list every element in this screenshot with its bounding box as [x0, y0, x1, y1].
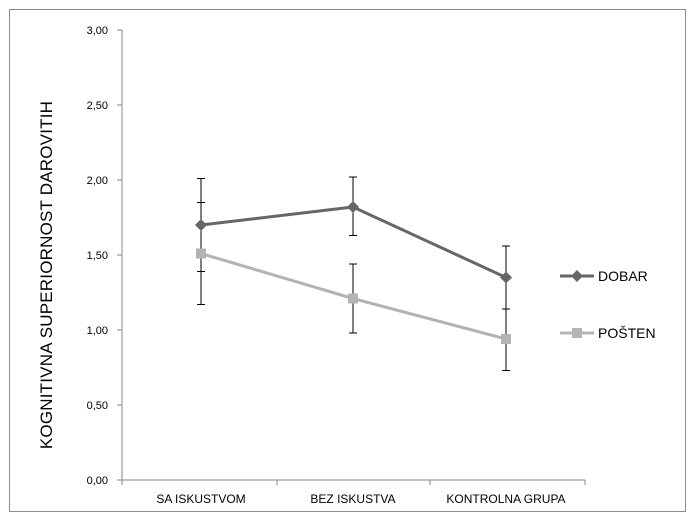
y-tick-label: 0,50: [87, 400, 108, 412]
legend-label-dobar: DOBAR: [598, 268, 648, 284]
legend-marker-dobar: [560, 270, 594, 282]
data-point-dobar: [500, 271, 512, 284]
y-tick-label: 2,50: [87, 100, 108, 112]
data-point-posten: [501, 334, 511, 344]
legend-marker-posten: [560, 328, 594, 338]
x-tick-label: BEZ ISKUSTVA: [310, 492, 395, 506]
y-tick-label: 1,50: [87, 250, 108, 262]
legend-label-posten: POŠTEN: [598, 325, 656, 341]
y-axis-label: KOGNITIVNA SUPERIORNOST DAROVITIH: [37, 100, 56, 450]
y-tick-label: 0,00: [87, 475, 108, 487]
y-tick-label: 1,00: [87, 325, 108, 337]
y-tick-label: 3,00: [87, 25, 108, 37]
y-tick-label: 2,00: [87, 175, 108, 187]
data-point-dobar: [347, 201, 359, 213]
legend-item-posten: POŠTEN: [560, 323, 656, 343]
data-point-dobar: [195, 219, 207, 231]
x-tick-label: SA ISKUSTVOM: [156, 492, 245, 506]
legend-item-dobar: DOBAR: [560, 266, 648, 286]
data-point-posten: [348, 293, 358, 304]
chart-frame: [9, 9, 686, 512]
data-point-posten: [196, 248, 206, 259]
x-tick-label: KONTROLNA GRUPA: [446, 492, 565, 506]
